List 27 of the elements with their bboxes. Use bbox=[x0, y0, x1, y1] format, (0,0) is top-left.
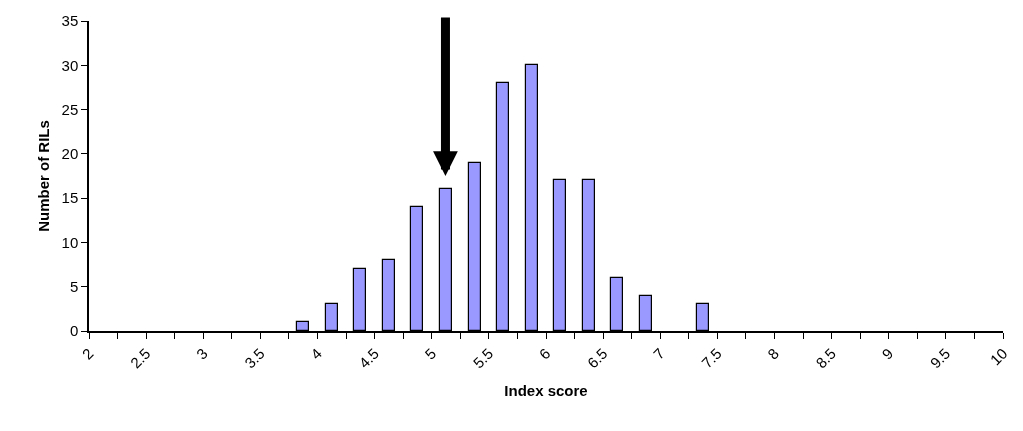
x-tick-label: 8.5 bbox=[812, 344, 840, 372]
x-tick-label: 3.5 bbox=[241, 344, 268, 372]
x-tick-label: 9 bbox=[878, 344, 897, 363]
x-tick-label: 7.5 bbox=[698, 344, 725, 372]
x-tick-label: 4.5 bbox=[355, 344, 383, 372]
x-tick-label: 7 bbox=[649, 344, 668, 363]
x-tick-label: 6.5 bbox=[583, 344, 611, 372]
y-tick-label: 0 bbox=[69, 322, 79, 340]
y-tick-label: 5 bbox=[69, 277, 79, 295]
x-tick-label: 8 bbox=[764, 344, 782, 363]
y-tick-label: 25 bbox=[61, 100, 79, 118]
x-tick-label: 5.5 bbox=[469, 344, 497, 372]
x-axis-title: Index score bbox=[504, 381, 588, 399]
x-tick-label: 6 bbox=[535, 344, 554, 363]
y-tick-label: 10 bbox=[61, 233, 79, 251]
y-tick-label: 35 bbox=[61, 12, 79, 30]
y-tick-label: 30 bbox=[61, 56, 79, 74]
x-tick-label: 5 bbox=[421, 344, 440, 363]
y-tick-label: 20 bbox=[61, 145, 79, 163]
x-tick-label: 2 bbox=[78, 344, 97, 363]
x-tick-label: 4 bbox=[307, 344, 325, 363]
x-tick-label: 9.5 bbox=[926, 344, 954, 372]
x-tick-label: 3 bbox=[192, 344, 211, 363]
x-tick-label: 10 bbox=[986, 344, 1011, 369]
y-tick-label: 15 bbox=[61, 189, 79, 207]
y-axis-title: Number of RILs bbox=[35, 120, 53, 232]
x-tick-label: 2.5 bbox=[126, 344, 154, 372]
